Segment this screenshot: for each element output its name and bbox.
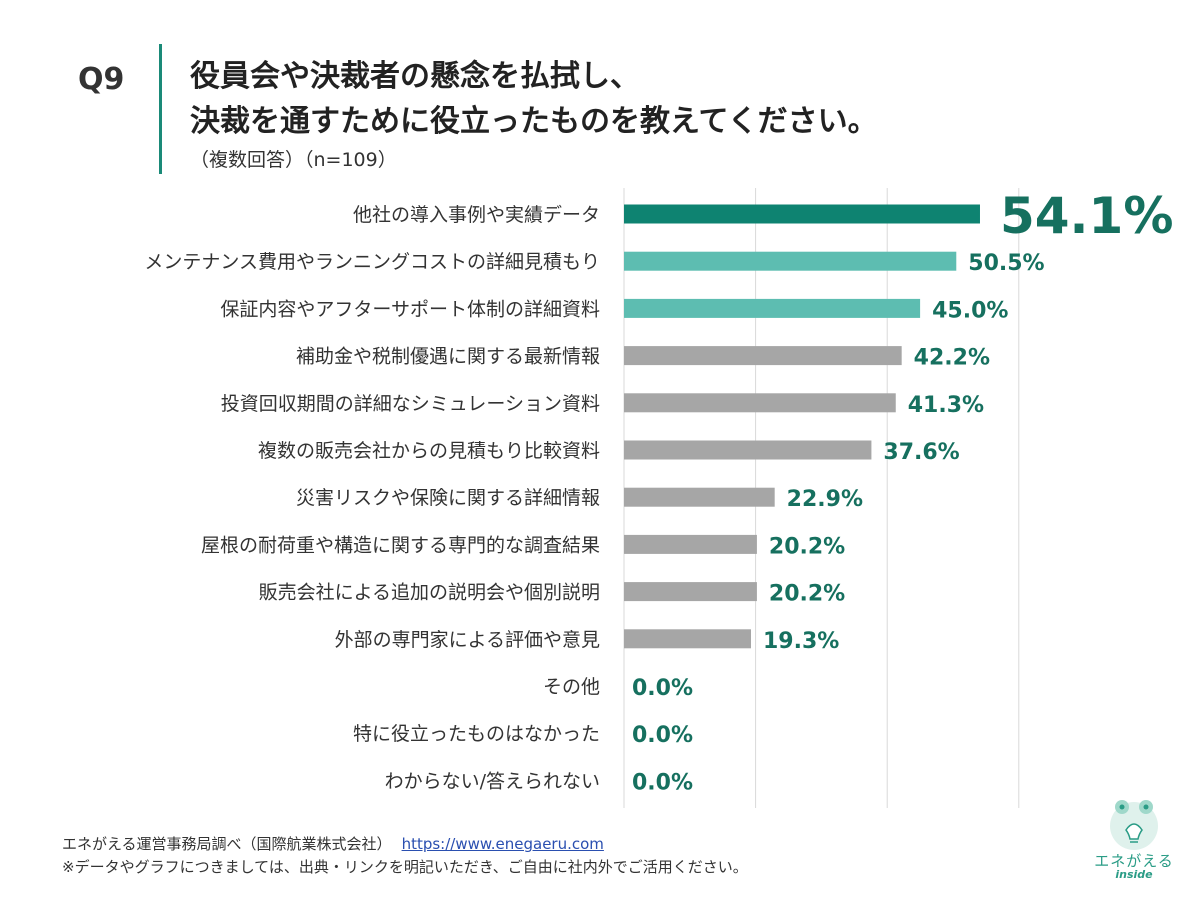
category-label: 投資回収期間の詳細なシミュレーション資料 [221, 393, 600, 415]
question-number: Q9 [78, 62, 125, 97]
category-label: その他 [543, 676, 600, 698]
title-divider [159, 44, 162, 174]
logo-name: エネがえる [1094, 852, 1174, 870]
value-label: 50.5% [968, 251, 1044, 276]
source-text: エネがえる運営事務局調べ（国際航業株式会社） [62, 835, 392, 853]
bar [624, 204, 980, 224]
source-link[interactable]: https://www.enegaeru.com [401, 835, 604, 853]
brand-logo: エネがえる inside [1086, 796, 1182, 886]
title-line-2: 決裁を通すために役立ったものを教えてください。 [190, 104, 878, 139]
value-label: 20.2% [769, 582, 845, 607]
value-label: 42.2% [914, 346, 990, 371]
value-label: 20.2% [769, 534, 845, 559]
bar [624, 346, 902, 366]
title-line-1: 役員会や決裁者の懸念を払拭し、 [190, 59, 640, 94]
category-label: 屋根の耐荷重や構造に関する専門的な調査結果 [201, 534, 600, 556]
source-line: エネがえる運営事務局調べ（国際航業株式会社） https://www.enegae… [62, 833, 604, 854]
bar [624, 534, 757, 554]
value-label: 0.0% [632, 770, 693, 795]
value-label: 41.3% [908, 393, 984, 418]
page-title: 役員会や決裁者の懸念を払拭し、 決裁を通すために役立ったものを教えてください。 [190, 54, 878, 144]
category-label: 特に役立ったものはなかった [353, 723, 600, 745]
usage-note: ※データやグラフにつきましては、出典・リンクを明記いただき、ご自由に社内外でご活… [62, 858, 748, 876]
bar [624, 440, 872, 460]
category-label: 販売会社による追加の説明会や個別説明 [259, 582, 600, 604]
category-label: メンテナンス費用やランニングコストの詳細見積もり [144, 251, 600, 273]
category-label: 補助金や税制優遇に関する最新情報 [296, 346, 600, 368]
value-label: 54.1% [1000, 187, 1173, 245]
category-label: わからない/答えられない [385, 770, 600, 792]
category-label: 保証内容やアフターサポート体制の詳細資料 [220, 298, 600, 320]
logo-sub: inside [1115, 868, 1153, 881]
bar [624, 298, 921, 318]
category-label: 災害リスクや保険に関する詳細情報 [296, 487, 600, 509]
bar [624, 582, 757, 602]
value-label: 0.0% [632, 723, 693, 748]
bar [624, 487, 775, 507]
value-label: 37.6% [883, 440, 959, 465]
category-label: 外部の専門家による評価や意見 [335, 629, 600, 651]
value-label: 22.9% [787, 487, 863, 512]
bar [624, 629, 751, 649]
frog-lightbulb-icon [1110, 800, 1158, 850]
value-label: 45.0% [932, 298, 1008, 323]
subtitle: （複数回答）（n=109） [190, 149, 397, 171]
value-label: 0.0% [632, 676, 693, 701]
category-label: 複数の販売会社からの見積もり比較資料 [258, 440, 600, 462]
category-label: 他社の導入事例や実績データ [353, 204, 600, 226]
bar-chart: 他社の導入事例や実績データ 54.1% メンテナンス費用やランニングコストの詳細見積… [144, 187, 1173, 808]
bar [624, 393, 896, 413]
bar [624, 251, 957, 271]
value-label: 19.3% [763, 629, 839, 654]
